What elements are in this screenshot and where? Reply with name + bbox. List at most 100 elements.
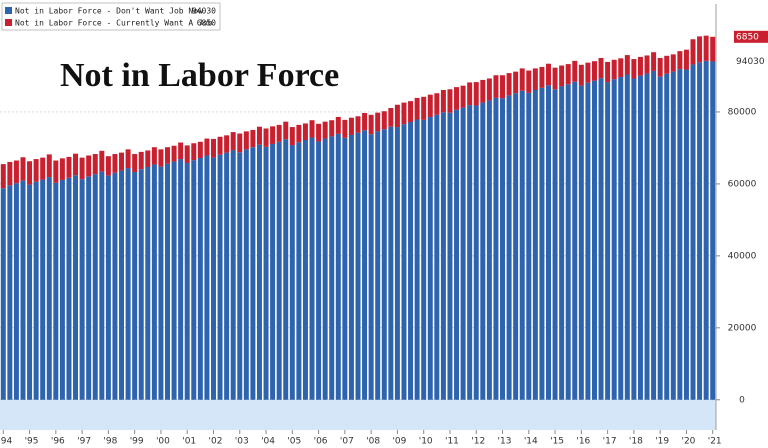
bar-segment: [105, 156, 111, 176]
bar-segment: [46, 154, 52, 178]
bar-segment: [493, 75, 499, 98]
bar-segment: [342, 137, 348, 400]
bar-segment: [381, 111, 387, 130]
bar-segment: [697, 36, 703, 63]
bar-segment: [362, 113, 368, 131]
bar-segment: [454, 109, 460, 400]
bar-segment: [316, 141, 322, 400]
bar-segment: [132, 172, 138, 400]
y-tick-label: 80000: [728, 107, 757, 117]
bar-segment: [92, 174, 98, 400]
bar-segment: [204, 155, 210, 400]
bar-segment: [99, 171, 105, 400]
bar-segment: [263, 128, 269, 147]
bar-segment: [421, 96, 427, 120]
bar-segment: [27, 161, 33, 185]
x-tick-label: '19: [655, 437, 669, 447]
x-tick-label: '09: [392, 437, 406, 447]
bar-segment: [59, 179, 65, 400]
bar-segment: [184, 163, 190, 400]
bar-segment: [0, 188, 6, 400]
bar-segment: [165, 147, 171, 164]
bar-segment: [178, 159, 184, 400]
bar-segment: [138, 151, 144, 170]
bar-segment: [13, 183, 19, 400]
bar-segment: [33, 181, 39, 400]
bar-segment: [178, 142, 184, 160]
bar-segment: [348, 117, 354, 135]
legend-swatch: [5, 19, 12, 26]
bar-segment: [316, 123, 322, 142]
bar-segment: [217, 136, 223, 155]
bar-segment: [296, 142, 302, 400]
bar-segment: [657, 76, 663, 400]
bar-segment: [427, 116, 433, 400]
bar-segment: [710, 36, 716, 62]
bar-segment: [283, 139, 289, 400]
last-value-tag: [734, 30, 768, 43]
x-tick-label: '08: [366, 437, 380, 447]
bar-segment: [210, 138, 216, 158]
bar-segment: [539, 87, 545, 400]
bar-segment: [256, 144, 262, 400]
bar-segment: [703, 35, 709, 61]
bar-segment: [427, 94, 433, 117]
bar-segment: [585, 82, 591, 400]
bar-segment: [565, 64, 571, 85]
bar-segment: [624, 74, 630, 400]
bar-segment: [355, 132, 361, 400]
bar-segment: [119, 152, 125, 171]
bar-segment: [289, 145, 295, 400]
bar-segment: [237, 133, 243, 153]
bar-segment: [289, 127, 295, 146]
bar-segment: [651, 70, 657, 400]
bar-segment: [86, 176, 92, 400]
bar-segment: [631, 78, 637, 400]
x-tick-label: '20: [681, 437, 695, 447]
bar-segment: [710, 61, 716, 400]
bar-segment: [381, 129, 387, 400]
bar-segment: [105, 175, 111, 400]
bar-segment: [539, 66, 545, 88]
bar-segment: [388, 126, 394, 400]
bar-segment: [125, 149, 131, 169]
bar-segment: [486, 100, 492, 400]
y-tick-label: 60000: [728, 179, 757, 189]
bar-segment: [309, 137, 315, 400]
bar-segment: [138, 169, 144, 400]
bar-segment: [250, 147, 256, 400]
bar-segment: [20, 180, 26, 400]
bar-segment: [224, 152, 230, 400]
bar-segment: [243, 149, 249, 400]
bar-segment: [545, 85, 551, 400]
x-tick-label: '12: [471, 437, 485, 447]
bar-segment: [112, 172, 118, 400]
bar-segment: [611, 59, 617, 80]
bar-segment: [401, 102, 407, 125]
x-tick-label: '00: [156, 437, 170, 447]
bar-segment: [7, 185, 13, 400]
bar-segment: [644, 55, 650, 74]
bar-segment: [690, 64, 696, 400]
x-tick-label: '06: [314, 437, 328, 447]
bar-segment: [13, 160, 19, 184]
bar-segment: [53, 182, 59, 400]
bar-segment: [480, 102, 486, 400]
bar-segment: [572, 81, 578, 400]
bar-segment: [348, 134, 354, 400]
bar-segment: [605, 61, 611, 83]
bar-segment: [683, 49, 689, 70]
bar-segment: [637, 75, 643, 400]
bar-segment: [276, 141, 282, 400]
bar-segment: [394, 104, 400, 128]
bar-segment: [414, 97, 420, 120]
bar-segment: [454, 87, 460, 110]
bar-segment: [545, 63, 551, 86]
bar-segment: [618, 77, 624, 400]
bar-segment: [250, 129, 256, 148]
legend: Not in Labor Force - Don't Want Job Now9…: [1, 2, 221, 31]
bar-segment: [368, 114, 374, 135]
bar-segment: [125, 168, 131, 400]
bar-segment: [414, 119, 420, 400]
